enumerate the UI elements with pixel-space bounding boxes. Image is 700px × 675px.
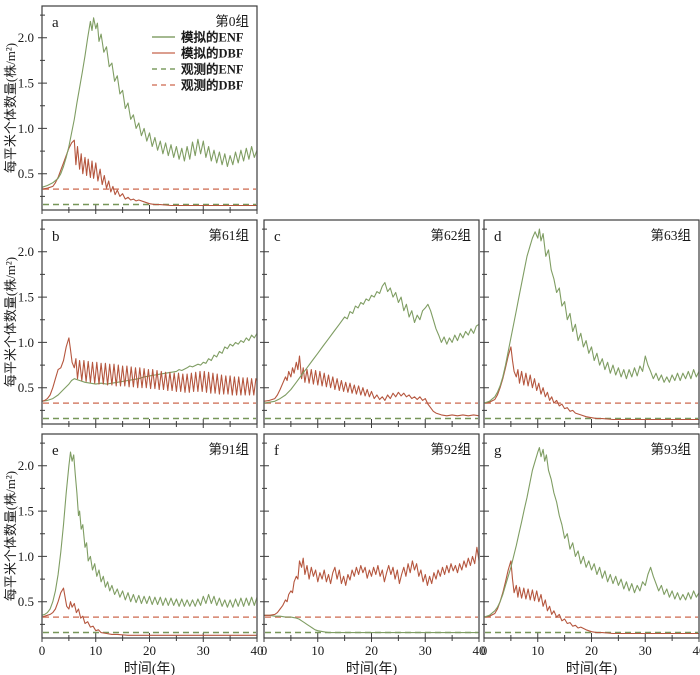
dbf-sim-line — [42, 139, 257, 207]
enf-sim-line — [264, 282, 479, 404]
group-label: 第62组 — [431, 227, 472, 243]
y-tick-label: 0.5 — [18, 380, 34, 395]
y-tick-label: 1.5 — [18, 504, 34, 519]
panel-e: e 第91组 0.5 1.0 1.5 2.0 0 10 20 30 40 时间(年) — [18, 433, 264, 675]
x-tick-label: 20 — [143, 643, 156, 658]
x-tick-label: 20 — [585, 643, 598, 658]
group-label: 第93组 — [651, 441, 692, 457]
y-axis-title: 每平米个体数量(株/m²) — [3, 471, 18, 601]
x-tick-label: 20 — [365, 643, 378, 658]
x-tick-label: 40 — [251, 643, 264, 658]
enf-sim-line — [484, 447, 699, 618]
panel-frame — [483, 219, 700, 425]
y-tick-label: 1.5 — [18, 76, 34, 91]
enf-sim-line — [42, 17, 257, 188]
panel-letter: b — [52, 229, 60, 245]
x-tick-label: 10 — [89, 643, 102, 658]
x-tick-label: 0 — [261, 643, 268, 658]
axis-ticks — [480, 442, 700, 642]
y-tick-label: 1.5 — [18, 290, 34, 305]
dbf-sim-line — [42, 337, 257, 402]
y-tick-label: 2.0 — [18, 30, 34, 45]
panel-frame — [41, 219, 258, 425]
x-tick-label: 0 — [481, 643, 488, 658]
panel-letter: g — [494, 443, 502, 459]
legend-label: 观测的ENF — [181, 62, 244, 77]
x-tick-label: 30 — [639, 643, 652, 658]
panel-frame — [41, 5, 258, 211]
y-tick-label: 0.5 — [18, 594, 34, 609]
axis-ticks — [260, 442, 480, 642]
panel-c: c 第62组 — [260, 219, 480, 428]
legend-label: 模拟的ENF — [181, 30, 244, 45]
y-tick-label: 2.0 — [18, 458, 34, 473]
dbf-sim-line — [484, 346, 699, 421]
panel-frame — [483, 433, 700, 639]
enf-sim-line — [42, 451, 257, 616]
panel-b: b 第61组 0.5 1.0 1.5 2.0 — [18, 219, 258, 428]
legend-label: 观测的DBF — [181, 78, 244, 93]
group-label: 第63组 — [651, 227, 692, 243]
panel-letter: e — [52, 443, 59, 459]
axis-ticks — [38, 14, 258, 214]
y-tick-label: 2.0 — [18, 244, 34, 259]
panel-d: d 第63组 — [480, 219, 700, 428]
panel-frame — [41, 433, 258, 639]
panel-f: f 第92组 0 10 20 30 40 时间(年) — [260, 433, 486, 675]
y-tick-label: 1.0 — [18, 549, 34, 564]
axis-ticks — [38, 442, 258, 642]
enf-sim-line — [42, 333, 257, 402]
panel-letter: c — [274, 229, 281, 245]
x-tick-label: 40 — [473, 643, 486, 658]
y-tick-label: 0.5 — [18, 166, 34, 181]
panel-letter: f — [274, 443, 279, 459]
dbf-sim-line — [264, 546, 479, 616]
legend-label: 模拟的DBF — [181, 46, 244, 61]
panel-g: g 第93组 0 10 20 30 40 时间(年) — [480, 433, 700, 675]
group-label: 第61组 — [209, 227, 250, 243]
x-tick-label: 30 — [419, 643, 432, 658]
x-axis-title: 时间(年) — [346, 661, 398, 675]
dbf-sim-line — [484, 560, 699, 635]
axis-ticks — [260, 228, 480, 428]
x-tick-label: 30 — [197, 643, 210, 658]
dbf-sim-line — [42, 587, 257, 636]
x-axis-title: 时间(年) — [124, 661, 176, 675]
x-axis-title: 时间(年) — [566, 661, 618, 675]
y-tick-label: 1.0 — [18, 121, 34, 136]
y-axis-title: 每平米个体数量(株/m²) — [3, 257, 18, 387]
panel-frame — [263, 219, 480, 425]
panel-letter: d — [494, 229, 502, 245]
x-tick-label: 10 — [311, 643, 324, 658]
group-label: 第92组 — [431, 441, 472, 457]
group-label: 第0组 — [215, 13, 249, 29]
axis-ticks — [38, 228, 258, 428]
dbf-sim-line — [264, 355, 479, 417]
x-tick-label: 0 — [39, 643, 46, 658]
x-tick-label: 40 — [693, 643, 700, 658]
panel-letter: a — [52, 15, 59, 31]
y-tick-label: 1.0 — [18, 335, 34, 350]
enf-sim-line — [484, 228, 699, 404]
group-label: 第91组 — [209, 441, 250, 457]
enf-sim-line — [264, 614, 479, 634]
panel-frame — [263, 433, 480, 639]
x-tick-label: 10 — [531, 643, 544, 658]
y-axis-title: 每平米个体数量(株/m²) — [3, 43, 18, 173]
